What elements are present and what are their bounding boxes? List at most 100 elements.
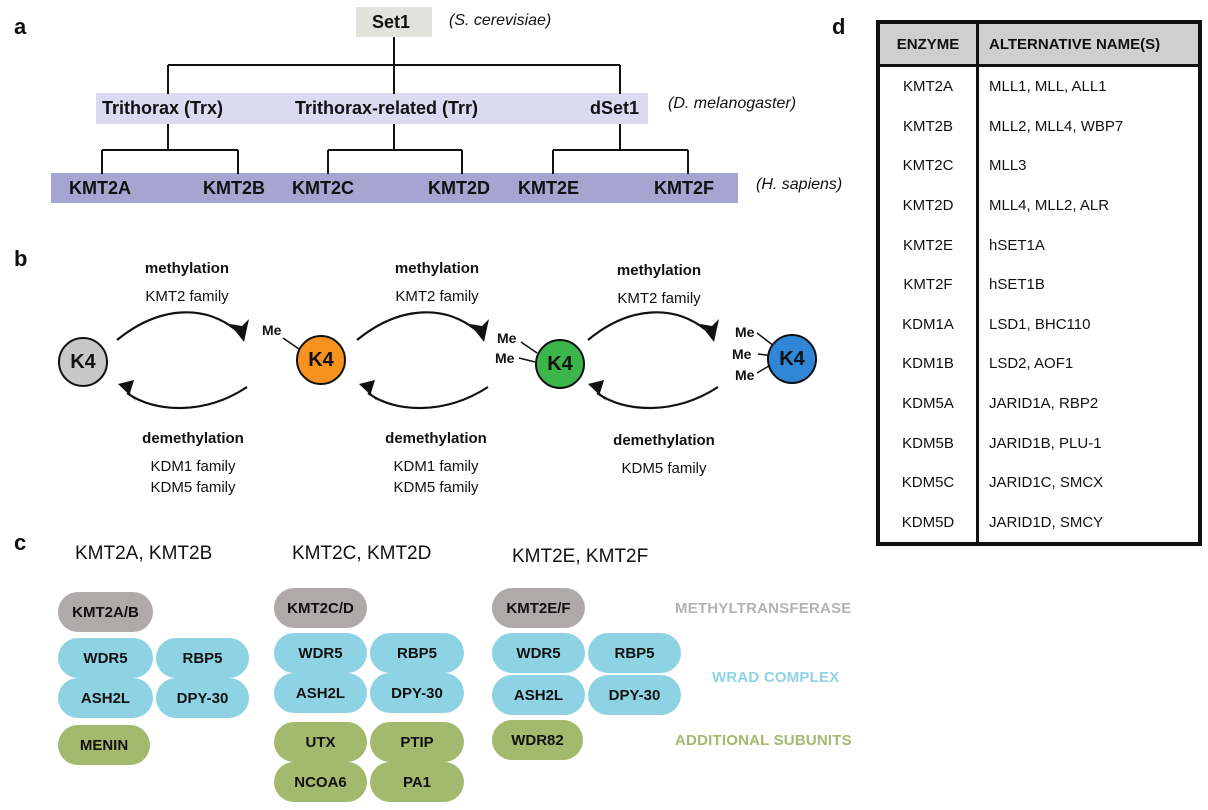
reaction-title: methylation [144, 260, 230, 277]
wrad-subunit-pill: WDR5 [58, 638, 153, 678]
enzyme-cell: KDM5A [878, 383, 979, 424]
methyl-group-label: Me [495, 350, 515, 366]
enzyme-cell: KDM5D [878, 502, 979, 545]
wrad-subunit-pill: ASH2L [274, 673, 367, 713]
tree-mid-label: Trithorax (Trx) [102, 98, 224, 118]
alternative-name-cell: JARID1C, SMCX [989, 474, 1104, 492]
complex-group-title: KMT2C, KMT2D [292, 543, 432, 564]
enzyme-family: KDM5 family [393, 479, 479, 496]
wrad-subunit-pill: DPY-30 [156, 678, 249, 718]
additional-subunit-pill: UTX [274, 722, 367, 762]
methylation-label: methylation KMT2 family [117, 258, 257, 307]
alternative-name-cell: JARID1A, RBP2 [989, 395, 1099, 413]
alternative-name-cell: MLL2, MLL4, WBP7 [989, 117, 1124, 135]
enzyme-family: KDM5 family [150, 479, 236, 496]
demethylation-label: demethylation KDM1 family KDM5 family [118, 428, 268, 498]
tree-leaf-species: (H. sapiens) [756, 176, 843, 193]
table-row: KMT2D MLL4, MLL2, ALR [878, 185, 1200, 226]
enzyme-cell: KMT2B [878, 106, 979, 147]
alternative-name-cell: MLL1, MLL, ALL1 [989, 78, 1107, 96]
tree-root-label: Set1 [372, 12, 411, 32]
panel-label-d: d [832, 14, 846, 39]
enzyme-family: KMT2 family [395, 288, 479, 305]
methyl-group-label: Me [732, 346, 752, 362]
tree-leaf-label: KMT2A [69, 178, 131, 198]
table-row: KMT2F hSET1B [878, 264, 1200, 305]
alternative-name-cell: hSET1A [989, 236, 1045, 254]
alternative-name-cell: JARID1B, PLU-1 [989, 434, 1102, 452]
panel-label-b: b [14, 246, 28, 271]
methyltransferase-pill: KMT2C/D [274, 588, 367, 628]
enzyme-cell: KDM5B [878, 423, 979, 463]
table-row: KDM5A JARID1A, RBP2 [878, 383, 1200, 424]
tree-leaf-label: KMT2B [203, 178, 265, 198]
k4-dimethyl-circle: K4 [535, 339, 585, 389]
methyltransferase-pill: KMT2E/F [492, 588, 585, 628]
k4-trimethyl-circle: K4 [767, 334, 817, 384]
tree-mid-species: (D. melanogaster) [668, 95, 797, 112]
legend-additional-subunits: ADDITIONAL SUBUNITS [675, 732, 852, 749]
enzyme-cell: KMT2C [878, 146, 979, 186]
tree-root-species: (S. cerevisiae) [449, 12, 552, 29]
wrad-subunit-pill: DPY-30 [588, 675, 681, 715]
enzyme-cell: KMT2A [878, 65, 979, 107]
table-row: KDM5D JARID1D, SMCY [878, 502, 1200, 545]
reaction-title: methylation [394, 260, 480, 277]
alternative-name-cell: LSD1, BHC110 [989, 315, 1091, 333]
enzyme-cell: KDM1B [878, 344, 979, 384]
methyl-group-label: Me [497, 330, 517, 346]
enzyme-family: KDM1 family [393, 458, 479, 475]
phylogeny-tree-lines [101, 37, 689, 174]
yeast-band [356, 7, 432, 37]
additional-subunit-pill: WDR82 [492, 720, 583, 760]
tree-leaf-label: KMT2D [428, 178, 490, 198]
enzyme-cell: KMT2D [878, 185, 979, 226]
human-band [51, 173, 738, 203]
wrad-subunit-pill: RBP5 [156, 638, 249, 678]
enzyme-cell: KMT2F [878, 264, 979, 305]
tree-mid-label: Trithorax-related (Trr) [295, 98, 479, 118]
additional-subunit-pill: PTIP [370, 722, 464, 762]
additional-subunit-pill: NCOA6 [274, 762, 367, 802]
wrad-subunit-pill: WDR5 [274, 633, 367, 673]
enzyme-cell: KMT2E [878, 225, 979, 265]
alternative-name-cell: JARID1D, SMCY [989, 513, 1104, 531]
panel-label-c: c [14, 530, 27, 555]
complex-group-title: KMT2E, KMT2F [512, 546, 649, 567]
column-header: ENZYME [878, 22, 979, 67]
fly-band [96, 93, 648, 124]
methyl-group-label: Me [262, 322, 282, 338]
wrad-subunit-pill: ASH2L [492, 675, 585, 715]
wrad-subunit-pill: RBP5 [588, 633, 681, 673]
legend-wrad-complex: WRAD COMPLEX [712, 669, 840, 686]
tree-leaf-label: KMT2C [292, 178, 354, 198]
table-row: KDM5C JARID1C, SMCX [878, 462, 1200, 503]
alternative-name-cell: hSET1B [989, 276, 1045, 294]
k4-monomethyl-circle: K4 [296, 335, 346, 385]
table-row: KDM1A LSD1, BHC110 [878, 304, 1200, 345]
wrad-subunit-pill: ASH2L [58, 678, 153, 718]
column-header: ALTERNATIVE NAME(S) [977, 22, 1200, 67]
alternative-name-cell: LSD2, AOF1 [989, 355, 1074, 373]
enzyme-table: ENZYME ALTERNATIVE NAME(S) KMT2A MLL1, ML… [876, 20, 1202, 547]
table-row: KDM5B JARID1B, PLU-1 [878, 423, 1200, 463]
alternative-name-cell: MLL3 [989, 157, 1027, 175]
reaction-title: demethylation [142, 430, 244, 447]
demethylation-label: demethylation KDM5 family [589, 430, 739, 479]
methyl-group-label: Me [735, 367, 755, 383]
enzyme-family: KDM5 family [621, 460, 707, 477]
table-row: KMT2B MLL2, MLL4, WBP7 [878, 106, 1200, 147]
wrad-subunit-pill: DPY-30 [370, 673, 464, 713]
demethylation-label: demethylation KDM1 family KDM5 family [361, 428, 511, 498]
methylation-label: methylation KMT2 family [367, 258, 507, 307]
methyl-group-label: Me [735, 324, 755, 340]
enzyme-cell: KDM5C [878, 462, 979, 503]
enzyme-cell: KDM1A [878, 304, 979, 345]
table-row: KMT2C MLL3 [878, 146, 1200, 186]
table-row: KMT2A MLL1, MLL, ALL1 [878, 65, 1200, 107]
table-row: KDM1B LSD2, AOF1 [878, 344, 1200, 384]
enzyme-family: KDM1 family [150, 458, 236, 475]
legend-methyltransferase: METHYLTRANSFERASE [675, 600, 852, 617]
reaction-title: demethylation [385, 430, 487, 447]
wrad-subunit-pill: RBP5 [370, 633, 464, 673]
